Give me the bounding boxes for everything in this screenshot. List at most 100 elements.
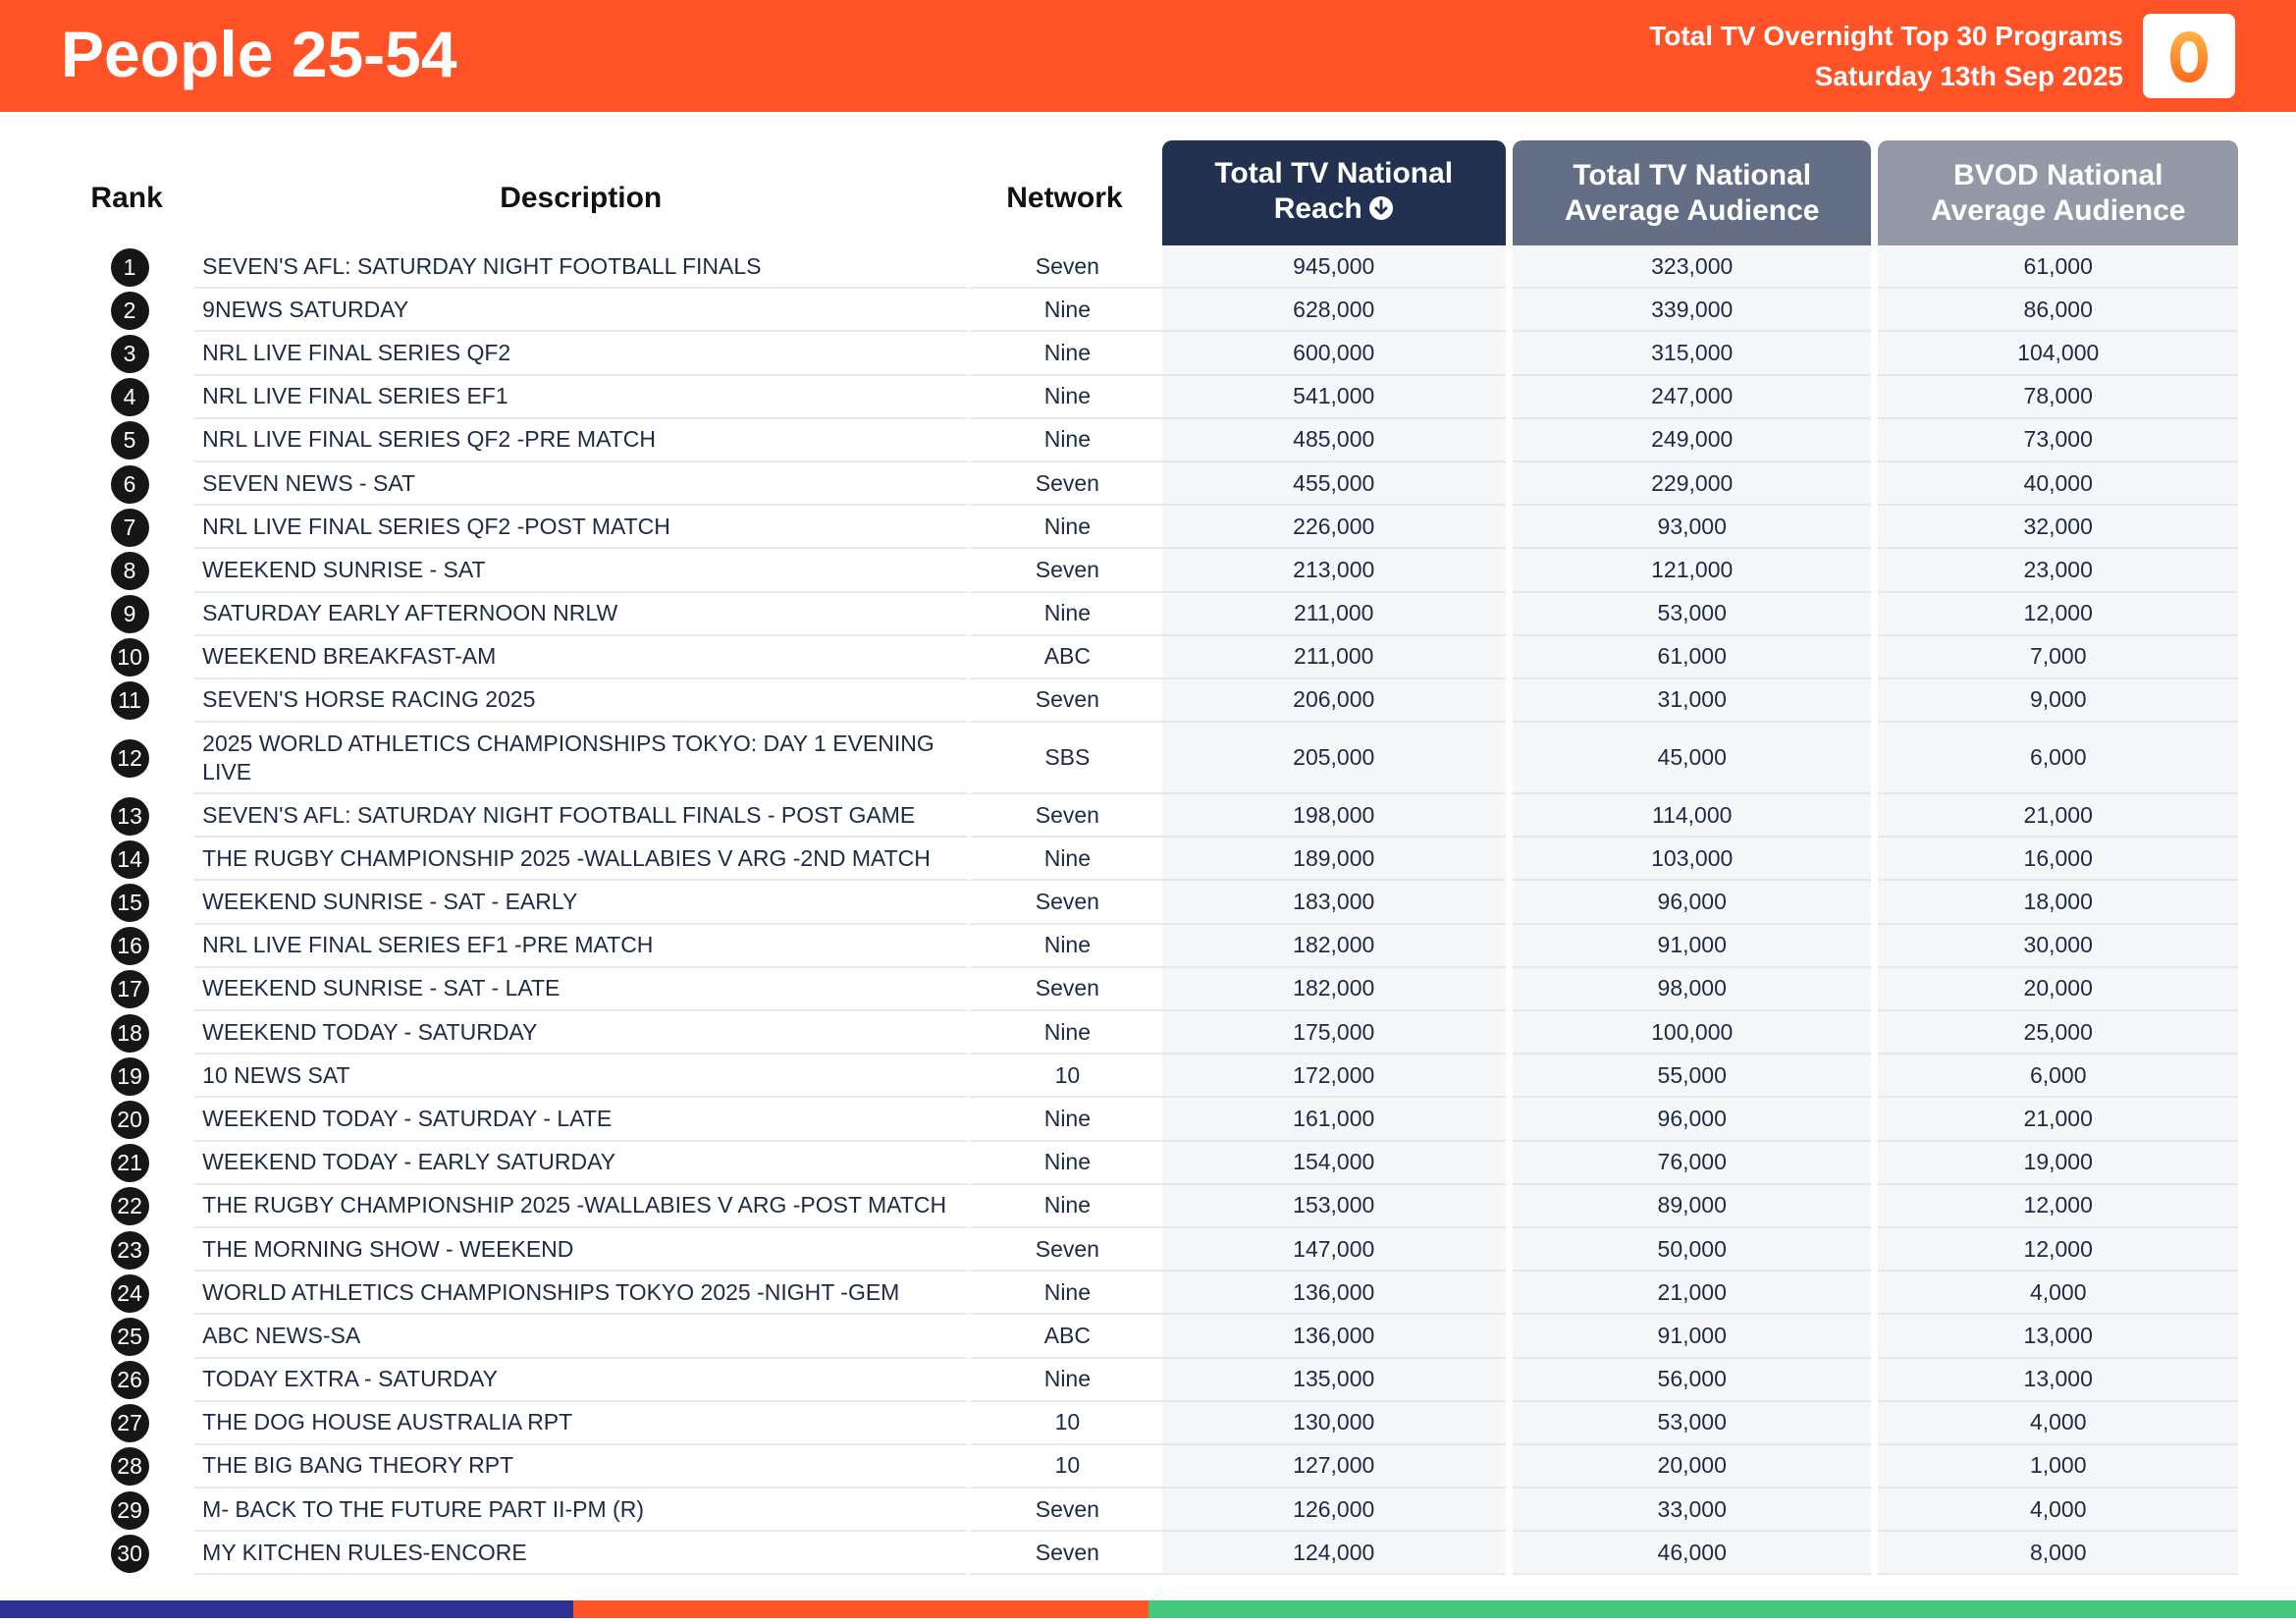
average-audience-cell: 98,000 — [1512, 967, 1872, 1011]
top-programs-table: Rank Description Network Total TV Nation… — [59, 140, 2238, 1576]
column-gap — [1505, 1489, 1513, 1533]
rank-badge: 24 — [110, 1273, 149, 1313]
average-audience-cell: 249,000 — [1512, 418, 1872, 462]
average-audience-cell: 103,000 — [1512, 838, 1872, 882]
reach-cell: 136,000 — [1161, 1315, 1506, 1359]
reach-cell: 130,000 — [1161, 1401, 1506, 1445]
network-cell: Nine — [967, 375, 1162, 419]
reach-cell: 206,000 — [1161, 678, 1506, 724]
column-gap — [1505, 1272, 1513, 1316]
program-description: WEEKEND SUNRISE - SAT - EARLY — [194, 881, 968, 925]
column-gap — [1505, 461, 1513, 507]
average-audience-cell: 53,000 — [1512, 592, 1872, 636]
rank-badge: 22 — [110, 1187, 149, 1226]
column-gap — [1871, 1272, 1879, 1316]
average-audience-cell: 61,000 — [1512, 635, 1872, 679]
reach-cell: 205,000 — [1161, 723, 1506, 795]
column-gap — [1505, 1444, 1513, 1489]
table-row: 14 THE RUGBY CHAMPIONSHIP 2025 -WALLABIES… — [59, 838, 2238, 882]
bvod-audience-cell: 8,000 — [1878, 1532, 2238, 1576]
network-cell: 10 — [967, 1444, 1162, 1489]
column-gap — [1505, 924, 1513, 968]
rank-badge: 5 — [110, 421, 149, 460]
reach-cell: 541,000 — [1161, 375, 1506, 419]
column-header-bvod[interactable]: BVOD National Average Audience — [1878, 140, 2238, 245]
network-cell: Seven — [967, 461, 1162, 507]
program-description: NRL LIVE FINAL SERIES QF2 — [194, 332, 968, 376]
reach-header-line1: Total TV National — [1214, 157, 1454, 189]
reach-cell: 161,000 — [1161, 1098, 1506, 1142]
rank-badge: 16 — [110, 927, 149, 966]
bvod-audience-cell: 12,000 — [1878, 1184, 2238, 1228]
column-gap — [1505, 332, 1513, 376]
network-cell: Seven — [967, 1532, 1162, 1576]
network-cell: Seven — [967, 245, 1162, 290]
program-description: SEVEN NEWS - SAT — [194, 462, 968, 507]
column-gap — [1871, 1011, 1879, 1056]
bvod-audience-cell: 25,000 — [1878, 1011, 2238, 1056]
rank-badge: 21 — [110, 1144, 149, 1183]
average-audience-cell: 114,000 — [1512, 794, 1872, 839]
reach-cell: 198,000 — [1161, 794, 1506, 839]
table-body: 1 SEVEN'S AFL: SATURDAY NIGHT FOOTBALL FI… — [59, 245, 2238, 1576]
program-description: WORLD ATHLETICS CHAMPIONSHIPS TOKYO 2025… — [194, 1272, 968, 1316]
bvod-audience-cell: 13,000 — [1878, 1358, 2238, 1402]
table-row: 16 NRL LIVE FINAL SERIES EF1 -PRE MATCH Ni… — [59, 924, 2238, 968]
rank-cell: 23 — [59, 1228, 194, 1272]
rank-cell: 19 — [59, 1055, 194, 1098]
table-row: 24 WORLD ATHLETICS CHAMPIONSHIPS TOKYO 20… — [59, 1272, 2238, 1316]
table-row: 2 9NEWS SATURDAY Nine 628,000 339,000 86,000 — [59, 289, 2238, 333]
rank-badge: 9 — [110, 595, 149, 634]
rank-cell: 11 — [59, 679, 194, 723]
column-gap — [1505, 1055, 1513, 1099]
average-audience-cell: 247,000 — [1512, 375, 1872, 419]
column-header-average-audience[interactable]: Total TV National Average Audience — [1512, 140, 1872, 245]
network-cell: Seven — [967, 678, 1162, 724]
column-gap — [1505, 1315, 1513, 1359]
bvod-audience-cell: 4,000 — [1878, 1489, 2238, 1533]
rank-cell: 26 — [59, 1359, 194, 1402]
rank-cell: 25 — [59, 1315, 194, 1358]
program-description: 2025 WORLD ATHLETICS CHAMPIONSHIPS TOKYO… — [194, 723, 968, 795]
bvod-audience-cell: 61,000 — [1878, 245, 2238, 290]
reach-cell: 124,000 — [1161, 1532, 1506, 1576]
program-description: THE RUGBY CHAMPIONSHIP 2025 -WALLABIES V… — [194, 838, 968, 882]
rank-cell: 20 — [59, 1098, 194, 1141]
average-audience-cell: 323,000 — [1512, 245, 1872, 290]
average-audience-cell: 121,000 — [1512, 549, 1872, 593]
column-gap — [1871, 678, 1879, 724]
reach-cell: 127,000 — [1161, 1444, 1506, 1489]
average-audience-cell: 315,000 — [1512, 332, 1872, 376]
program-description: ABC NEWS-SA — [194, 1315, 968, 1359]
rank-cell: 4 — [59, 376, 194, 419]
network-cell: Nine — [967, 332, 1162, 376]
rank-badge: 6 — [110, 464, 149, 504]
column-gap — [1871, 1098, 1879, 1142]
column-gap — [1505, 289, 1513, 333]
rank-cell: 7 — [59, 506, 194, 549]
rank-badge: 4 — [110, 378, 149, 417]
column-gap — [1505, 549, 1513, 593]
rank-cell: 5 — [59, 419, 194, 462]
average-audience-cell: 91,000 — [1512, 1315, 1872, 1359]
rank-badge: 20 — [110, 1100, 149, 1139]
program-description: 9NEWS SATURDAY — [194, 289, 968, 333]
arrow-down-circle-icon[interactable] — [1368, 194, 1394, 230]
column-header-reach[interactable]: Total TV National Reach — [1161, 140, 1506, 245]
program-description: NRL LIVE FINAL SERIES QF2 -PRE MATCH — [194, 419, 968, 462]
table-row: 6 SEVEN NEWS - SAT Seven 455,000 229,000 40,0… — [59, 461, 2238, 507]
bvod-audience-cell: 4,000 — [1878, 1272, 2238, 1316]
network-cell: Nine — [967, 1011, 1162, 1056]
rank-badge: 19 — [110, 1056, 149, 1096]
table-row: 4 NRL LIVE FINAL SERIES EF1 Nine 541,000 247… — [59, 375, 2238, 419]
rank-badge: 23 — [110, 1230, 149, 1270]
reach-cell: 183,000 — [1161, 881, 1506, 925]
average-audience-cell: 50,000 — [1512, 1227, 1872, 1272]
column-gap — [1871, 1141, 1879, 1185]
table-row: 5 NRL LIVE FINAL SERIES QF2 -PRE MATCH Nin… — [59, 418, 2238, 462]
rank-cell: 28 — [59, 1445, 194, 1489]
table-row: 13 SEVEN'S AFL: SATURDAY NIGHT FOOTBALL F… — [59, 794, 2238, 839]
oztam-zero-logo-icon — [2143, 14, 2235, 98]
bvod-audience-cell: 86,000 — [1878, 289, 2238, 333]
rank-cell: 30 — [59, 1532, 194, 1575]
